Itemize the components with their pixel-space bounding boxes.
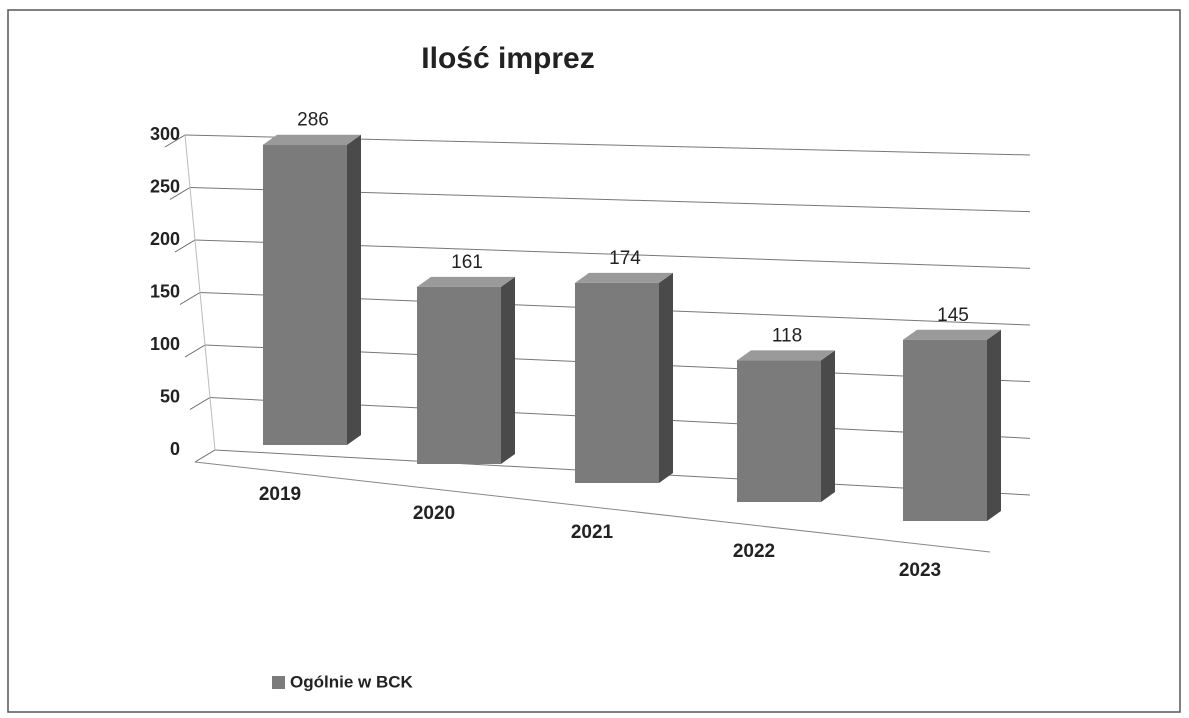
- y-tick-label: 150: [150, 281, 180, 301]
- axis-tick: [179, 292, 201, 305]
- axis-tick: [169, 187, 191, 200]
- data-label: 161: [451, 252, 483, 273]
- floor-edge: [194, 461, 991, 553]
- data-label: 286: [297, 110, 329, 131]
- legend-label: Ogólnie w BCK: [290, 672, 414, 691]
- y-tick-label: 100: [150, 334, 180, 354]
- data-label: 174: [609, 248, 641, 269]
- bar-top: [263, 134, 361, 145]
- axis-tick: [174, 239, 196, 253]
- data-label: 145: [937, 305, 969, 326]
- axis-tick: [184, 344, 206, 358]
- legend-swatch: [272, 676, 285, 689]
- x-tick-label: 2019: [259, 484, 301, 505]
- bar: [263, 144, 347, 445]
- y-tick-label: 0: [170, 439, 180, 459]
- bar-side: [987, 329, 1001, 521]
- axis-tick: [164, 134, 186, 148]
- chart-title: Ilość imprez: [421, 42, 594, 75]
- bar-top: [737, 350, 835, 361]
- y-tick-label: 300: [150, 124, 180, 144]
- x-tick-label: 2020: [413, 503, 455, 524]
- y-tick-label: 200: [150, 229, 180, 249]
- x-tick-label: 2022: [733, 541, 775, 562]
- y-tick-label: 250: [150, 176, 180, 196]
- bar-side: [347, 134, 361, 445]
- bar-side: [659, 272, 673, 483]
- wall-edge: [184, 134, 216, 451]
- bar: [737, 360, 821, 502]
- y-tick-label: 50: [160, 386, 180, 406]
- bar-side: [821, 350, 835, 502]
- data-label: 118: [772, 325, 802, 346]
- axis-tick: [194, 449, 216, 463]
- bar-top: [417, 276, 515, 287]
- x-tick-label: 2023: [899, 560, 941, 581]
- bar: [575, 282, 659, 483]
- x-tick-label: 2021: [571, 522, 614, 543]
- bar: [903, 339, 987, 521]
- bar-top: [903, 329, 1001, 340]
- bar-side: [501, 276, 515, 464]
- bar-top: [575, 272, 673, 283]
- axis-tick: [189, 397, 211, 410]
- bar: [417, 286, 501, 464]
